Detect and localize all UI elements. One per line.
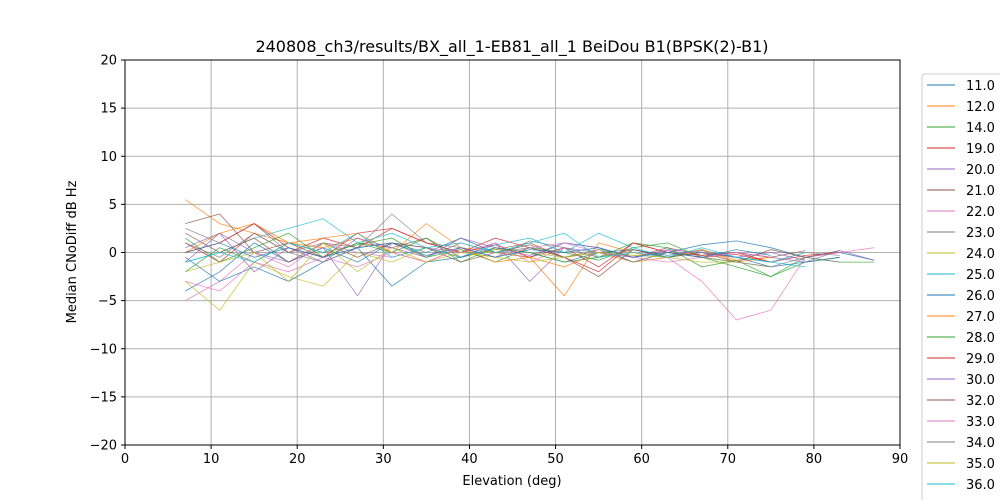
legend-entry: 33.0 [966, 415, 995, 430]
x-axis-label: Elevation (deg) [462, 474, 561, 489]
x-tick-label: 50 [547, 452, 564, 467]
legend-box [921, 73, 1000, 504]
legend-entry: 20.0 [966, 163, 995, 178]
legend-entry: 24.0 [966, 247, 995, 262]
series-line-11.0 [185, 237, 875, 292]
legend-entry: 27.0 [966, 310, 995, 325]
legend-entry: 14.0 [966, 121, 995, 136]
legend-entry: 12.0 [966, 100, 995, 115]
x-tick-label: 60 [633, 452, 650, 467]
legend-entry: 34.0 [966, 436, 995, 451]
legend-entry: 35.0 [966, 457, 995, 472]
x-tick-label: 0 [121, 452, 129, 467]
x-tick-label: 30 [375, 452, 392, 467]
y-tick-label: 0 [109, 246, 117, 261]
y-tick-label: −20 [90, 439, 117, 454]
y-tick-label: 5 [109, 198, 117, 213]
series-line-36.0 [185, 232, 806, 268]
series-line-37.0 [185, 242, 771, 258]
legend-entry: 23.0 [966, 226, 995, 241]
x-tick-label: 20 [289, 452, 306, 467]
legend: 11.0 12.0 14.0 19.0 20.0 21.0 22.0 23.0 24.0 25.0… [921, 73, 1000, 504]
x-tick-label: 80 [806, 452, 823, 467]
legend-entry: 30.0 [966, 373, 995, 388]
y-tick-label: 15 [100, 102, 117, 117]
legend-entry: 22.0 [966, 205, 995, 220]
x-tick-label: 90 [892, 452, 909, 467]
legend-entry: 19.0 [966, 142, 995, 157]
x-tick-label: 40 [461, 452, 478, 467]
x-tick-label: 70 [720, 452, 737, 467]
y-tick-label: −5 [98, 294, 117, 309]
legend-entry: 29.0 [966, 352, 995, 367]
series-line-34.0 [185, 232, 840, 268]
chart-title: 240808_ch3/results/BX_all_1-EB81_all_1 B… [255, 37, 768, 57]
legend-entry: 36.0 [966, 478, 995, 493]
legend-entry: 21.0 [966, 184, 995, 199]
legend-entry: 25.0 [966, 268, 995, 283]
legend-entry: 26.0 [966, 289, 995, 304]
y-tick-label: −15 [90, 390, 117, 405]
y-tick-label: −10 [90, 342, 117, 357]
series-line-12.0 [185, 199, 771, 268]
y-tick-label: 10 [100, 150, 117, 165]
series-line-32.0 [185, 232, 840, 278]
legend-entry: 32.0 [966, 394, 995, 409]
series-line-28.0 [185, 232, 875, 278]
y-axis-label: Median CNoDiff dB Hz [65, 180, 80, 323]
x-tick-label: 10 [203, 452, 220, 467]
legend-entry: 11.0 [966, 79, 995, 94]
y-tick-label: 20 [100, 54, 117, 69]
legend-entry: 28.0 [966, 331, 995, 346]
